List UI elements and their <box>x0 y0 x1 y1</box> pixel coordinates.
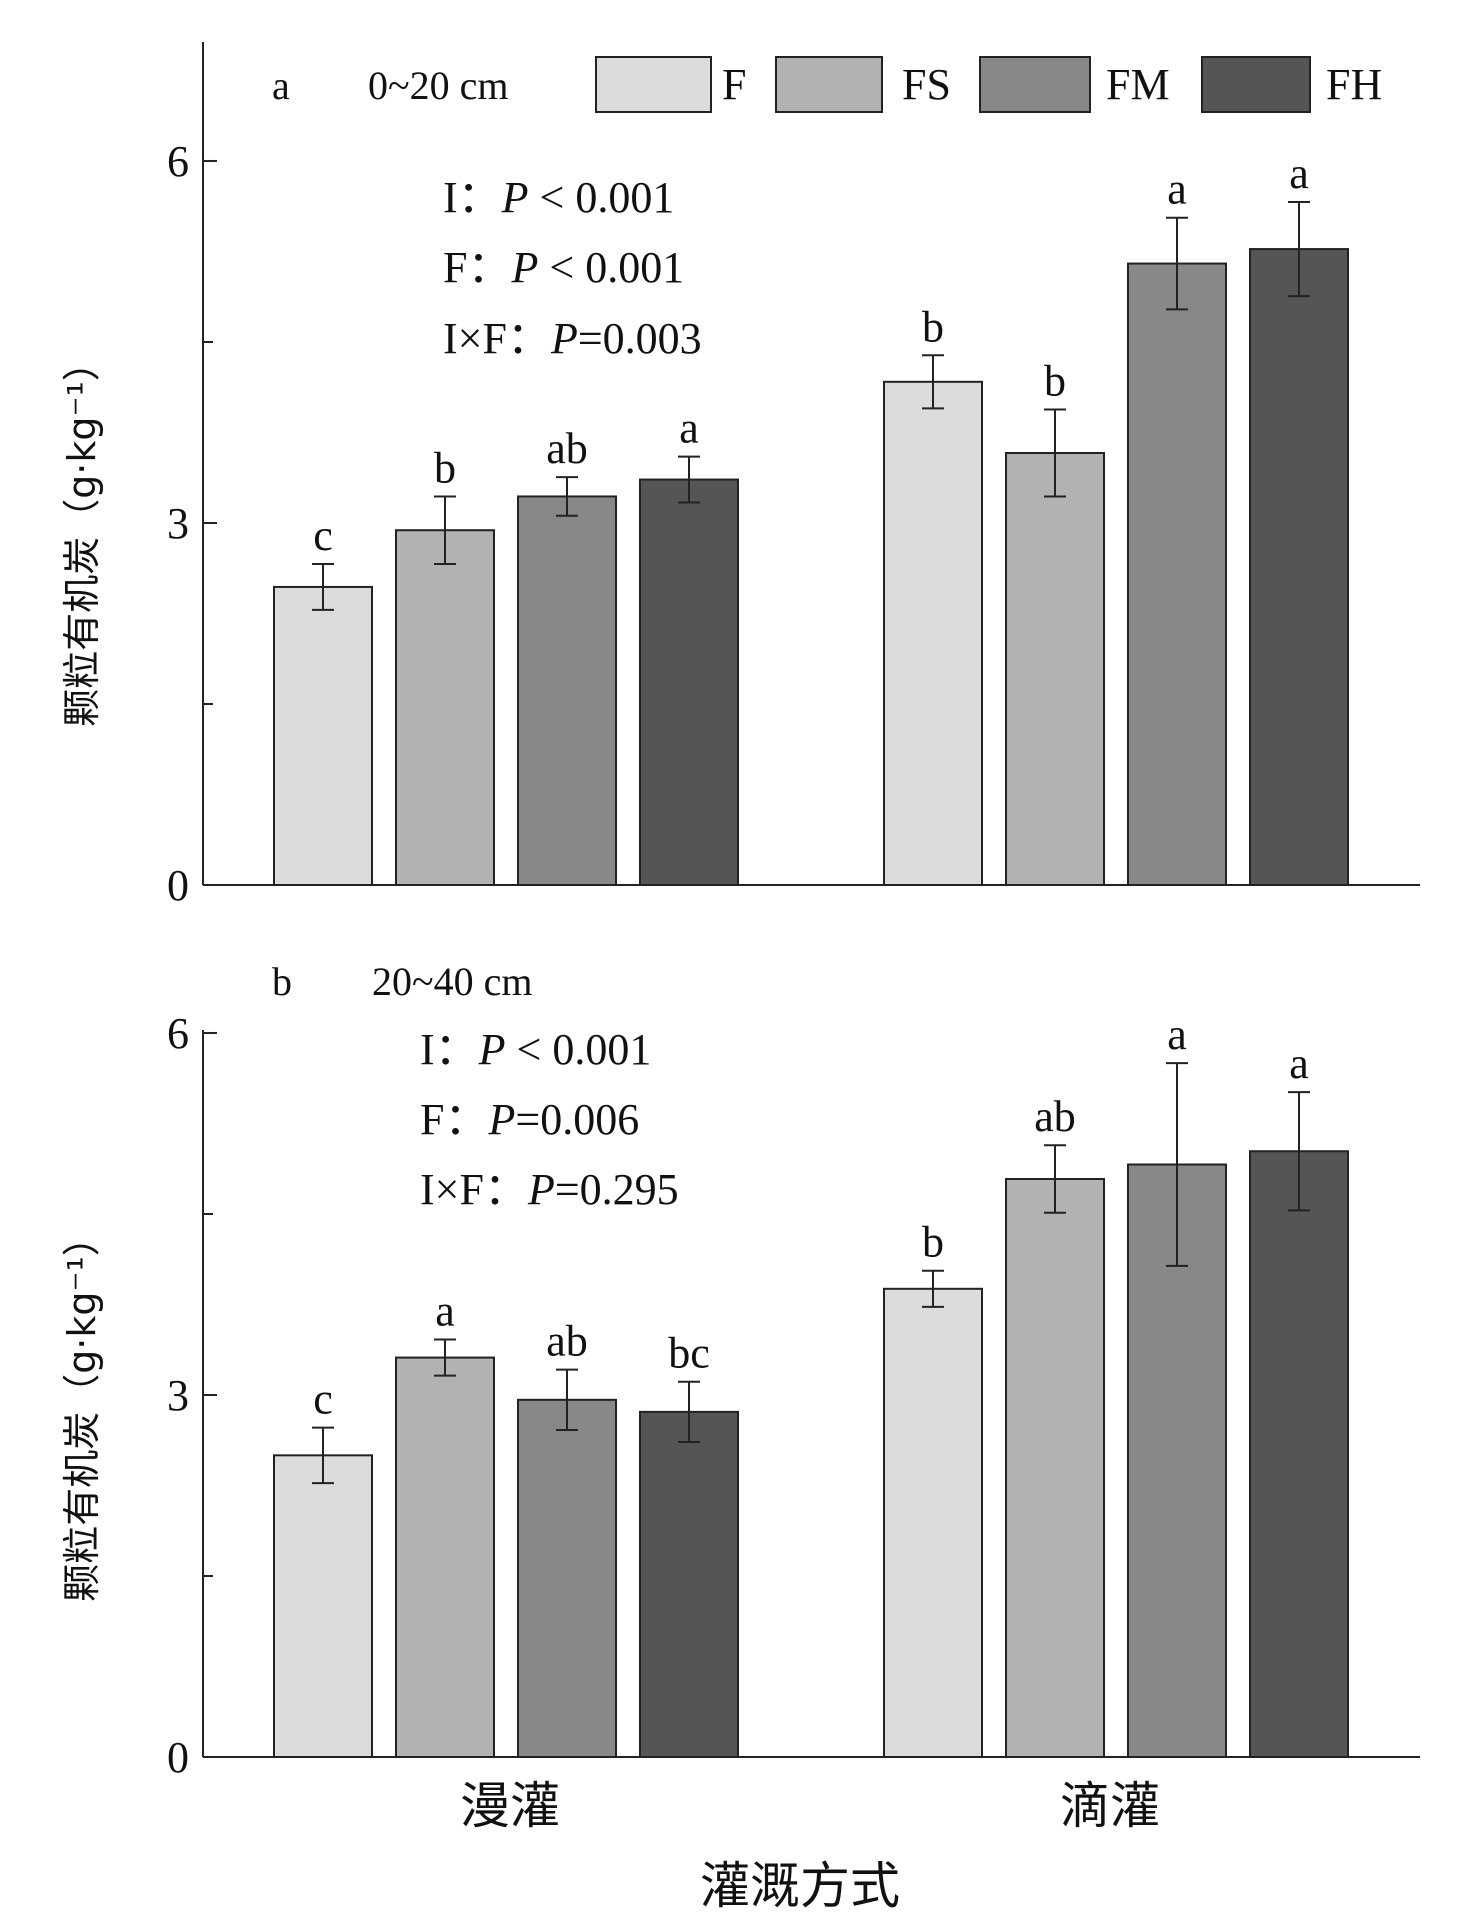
bar-fs-drip <box>1005 452 1105 886</box>
stats-annotation: I：P < 0.001 F：P=0.006 I×F：P=0.295 <box>420 1025 679 1214</box>
y-tick-label: 3 <box>167 499 189 548</box>
bars-panel-b: c b a ab ab a bc a <box>273 1010 1349 1758</box>
error-bar-fs-drip <box>1044 1144 1066 1214</box>
panel-a-letter: a <box>272 63 290 108</box>
bar-f-drip <box>883 380 983 886</box>
significance-letter-f-flood: c <box>313 1375 333 1424</box>
bar-f-flood <box>273 585 373 887</box>
y-tick-label: 6 <box>167 137 189 186</box>
error-bar-fh-drip <box>1288 201 1310 298</box>
error-bar-fm-drip <box>1166 216 1188 311</box>
legend-swatch-fh <box>1201 56 1311 113</box>
significance-letter-fm-flood: ab <box>546 424 588 473</box>
axes-panel-b: 0 3 6 <box>167 1009 1420 1782</box>
significance-letter-fs-drip: ab <box>1034 1092 1076 1141</box>
error-bar-fs-drip <box>1044 408 1066 498</box>
significance-letter-fs-drip: b <box>1044 357 1066 406</box>
error-bar-fh-flood <box>678 455 700 504</box>
significance-letter-fs-flood: b <box>434 443 456 492</box>
stat-line-ixf: I×F：P=0.295 <box>420 1165 679 1214</box>
significance-letter-fh-flood: a <box>679 404 699 453</box>
legend: F FS FM FH <box>595 56 1382 113</box>
legend-label-fm: FM <box>1106 60 1170 109</box>
legend-swatch-f <box>595 56 712 113</box>
error-bar-fm-flood <box>556 476 578 517</box>
significance-letter-f-drip: b <box>922 1218 944 1267</box>
stat-line-i: I：P < 0.001 <box>443 173 674 222</box>
significance-letter-fm-drip: a <box>1167 1010 1187 1059</box>
error-bar-fs-flood <box>434 495 456 566</box>
bar-fm-drip <box>1127 262 1227 886</box>
legend-swatch-fm <box>979 56 1091 113</box>
panel-a-depth-label: 0~20 cm <box>368 63 509 108</box>
stat-line-ixf: I×F：P=0.003 <box>443 314 702 363</box>
category-label-flood: 漫灌 <box>460 1777 560 1835</box>
legend-label-fh: FH <box>1326 60 1382 109</box>
legend-label-f: F <box>722 60 746 109</box>
y-tick-label: 0 <box>167 861 189 910</box>
bar-fh-flood <box>639 478 739 886</box>
panel-b-letter: b <box>272 959 292 1004</box>
legend-swatch-fs <box>775 56 883 113</box>
significance-letter-fh-flood: bc <box>668 1329 710 1378</box>
legend-item-f: F <box>595 56 746 113</box>
bar-fs-drip <box>1005 1177 1105 1758</box>
error-bar-fm-flood <box>556 1368 578 1431</box>
panel-b: b 20~40 cm I：P < 0.001 F：P=0.006 I×F：P=0… <box>60 959 1420 1782</box>
y-axis-label-panel-b: 颗粒有机炭（g·kg⁻¹） <box>60 1218 104 1602</box>
error-bar-fh-drip <box>1288 1091 1310 1212</box>
bar-fh-drip <box>1249 248 1349 887</box>
error-bar-fs-flood <box>434 1338 456 1377</box>
significance-letter-f-flood: c <box>313 511 333 560</box>
axes-panel-a: 0 3 6 <box>167 42 1420 910</box>
error-bar-f-drip <box>922 354 944 410</box>
bar-fm-flood <box>517 1398 617 1758</box>
category-label-drip: 滴灌 <box>1060 1777 1160 1835</box>
legend-item-fh: FH <box>1201 56 1382 113</box>
panel-b-depth-label: 20~40 cm <box>372 959 533 1004</box>
bar-fs-flood <box>395 1356 495 1758</box>
error-bar-fm-drip <box>1166 1062 1188 1267</box>
bar-fh-flood <box>639 1410 739 1758</box>
stat-line-f: F：P=0.006 <box>420 1095 639 1144</box>
bar-f-flood <box>273 1454 373 1758</box>
panel-a: a 0~20 cm F FS FM FH I：P < 0.001 F：P < 0… <box>60 42 1420 910</box>
significance-letter-fh-drip: a <box>1289 1039 1309 1088</box>
significance-letter-fh-drip: a <box>1289 149 1309 198</box>
legend-item-fs: FS <box>775 56 951 113</box>
significance-letter-fm-flood: ab <box>546 1317 588 1366</box>
error-bar-fh-flood <box>678 1380 700 1444</box>
error-bar-f-flood <box>312 563 334 611</box>
bar-fm-flood <box>517 495 617 886</box>
legend-label-fs: FS <box>902 60 951 109</box>
stats-annotation: I：P < 0.001 F：P < 0.001 I×F：P=0.003 <box>443 173 702 363</box>
error-bar-f-flood <box>312 1426 334 1485</box>
x-axis-title: 灌溉方式 <box>700 1857 900 1915</box>
bar-fs-flood <box>395 529 495 887</box>
significance-letter-fm-drip: a <box>1167 165 1187 214</box>
error-bar-f-drip <box>922 1269 944 1308</box>
stat-line-f: F：P < 0.001 <box>443 243 684 292</box>
stat-line-i: I：P < 0.001 <box>420 1025 651 1074</box>
y-tick-label: 6 <box>167 1009 189 1058</box>
y-tick-label: 0 <box>167 1733 189 1782</box>
significance-letter-fs-flood: a <box>435 1286 455 1335</box>
bar-fh-drip <box>1249 1150 1349 1758</box>
y-tick-label: 3 <box>167 1371 189 1420</box>
significance-letter-f-drip: b <box>922 302 944 351</box>
bars-panel-a: c b b b ab a a a <box>273 149 1349 887</box>
bar-f-drip <box>883 1287 983 1758</box>
legend-item-fm: FM <box>979 56 1170 113</box>
y-axis-label-panel-a: 颗粒有机炭（g·kg⁻¹） <box>60 343 104 727</box>
